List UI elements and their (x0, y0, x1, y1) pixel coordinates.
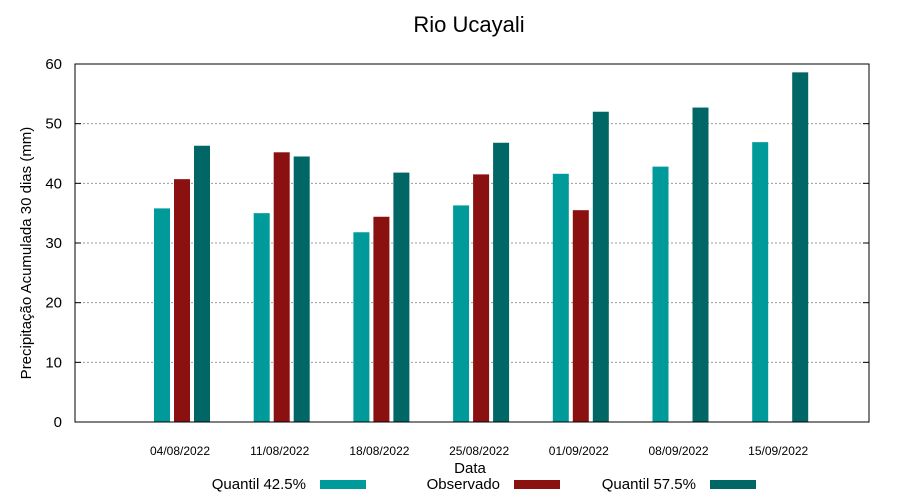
bar-observado-3 (473, 174, 490, 422)
x-tick-label: 01/09/2022 (549, 444, 609, 458)
y-tick-label: 60 (45, 56, 62, 73)
bar-observado-2 (373, 216, 390, 422)
y-tick-label: 0 (54, 414, 62, 431)
bar-quantil-42-5--6 (752, 142, 769, 422)
y-axis-label: Precipitação Acumulada 30 dias (mm) (18, 127, 35, 380)
bar-quantil-57-5--2 (393, 172, 410, 422)
y-tick-label: 10 (45, 354, 62, 371)
legend: Quantil 42.5% Observado Quantil 57.5% (212, 476, 756, 493)
bar-quantil-57-5--6 (792, 72, 809, 422)
x-tick-label: 04/08/2022 (150, 444, 210, 458)
x-tick-label: 08/09/2022 (648, 444, 708, 458)
x-tick-label: 11/08/2022 (250, 444, 309, 458)
y-tick-label: 50 (45, 116, 62, 133)
y-tick-label: 20 (45, 295, 62, 312)
bar-observado-0 (174, 179, 190, 422)
bar-quantil-57-5--1 (293, 156, 310, 422)
legend-label: Observado (427, 476, 500, 493)
x-tick-label: 15/09/2022 (748, 444, 808, 458)
bar-quantil-57-5--0 (194, 145, 210, 422)
bar-quantil-57-5--4 (592, 111, 609, 422)
bar-quantil-42-5--0 (154, 208, 170, 422)
x-tick-label: 18/08/2022 (349, 444, 409, 458)
axes: 0 10 20 30 40 50 60 04/08/2022 11/08/2022 18/08/2… (45, 56, 869, 458)
bar-quantil-42-5--4 (552, 173, 569, 422)
bar-quantil-42-5--1 (253, 213, 270, 422)
legend-swatch (514, 480, 560, 489)
x-tick-label: 25/08/2022 (449, 444, 509, 458)
legend-label: Quantil 42.5% (212, 476, 306, 493)
chart-title: Rio Ucayali (413, 12, 524, 37)
bar-quantil-42-5--3 (453, 205, 470, 422)
y-tick-label: 30 (45, 235, 62, 252)
bars (154, 72, 809, 422)
bar-quantil-42-5--2 (353, 232, 370, 422)
bar-quantil-42-5--5 (652, 166, 669, 422)
bar-observado-4 (572, 210, 589, 422)
legend-label: Quantil 57.5% (602, 476, 696, 493)
bar-observado-1 (273, 152, 290, 422)
legend-swatch (710, 480, 756, 489)
x-axis-label: Data (454, 460, 486, 477)
bar-quantil-57-5--3 (493, 142, 510, 422)
legend-swatch (320, 480, 366, 489)
bar-quantil-57-5--5 (692, 107, 709, 422)
y-tick-label: 40 (45, 175, 62, 192)
